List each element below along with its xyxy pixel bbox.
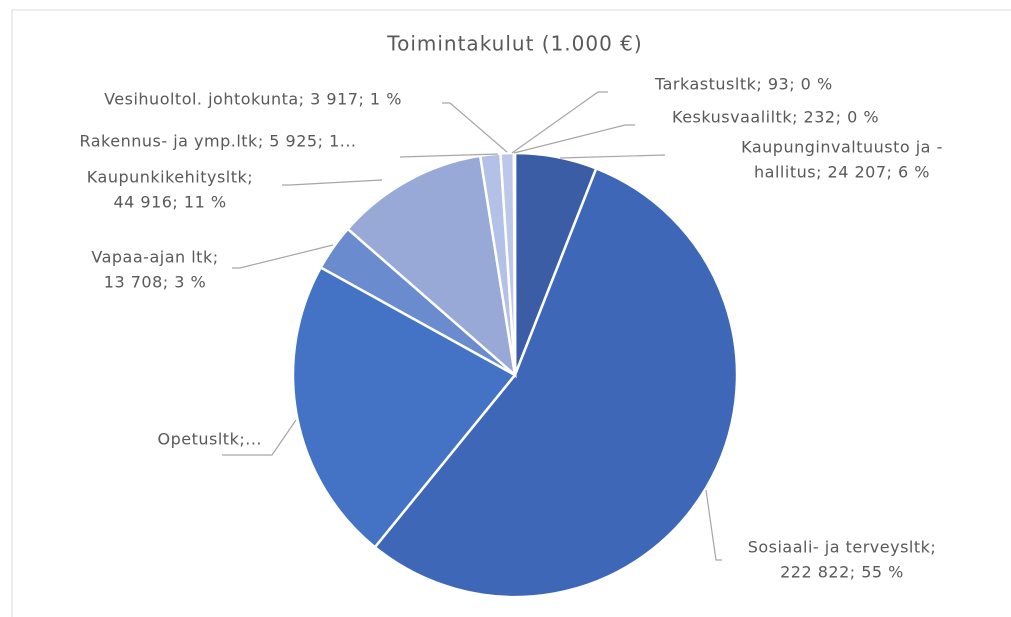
- leader-line: [232, 244, 334, 269]
- data-label: Tarkastusltk; 93; 0 %: [654, 75, 833, 94]
- pie-slice: [291, 265, 517, 549]
- data-label: Vesihuoltol. johtokunta; 3 917; 1 %: [104, 90, 402, 109]
- leader-line: [705, 489, 722, 561]
- data-label: 222 822; 55 %: [780, 563, 904, 582]
- leader-line: [442, 102, 508, 153]
- chart-frame: [11, 9, 1011, 617]
- data-label: Keskusvaaliltk; 232; 0 %: [672, 108, 879, 127]
- data-label: 13 708; 3 %: [104, 273, 206, 292]
- leader-line: [511, 91, 608, 154]
- pie-slice: [373, 166, 739, 599]
- leader-line: [222, 419, 297, 456]
- data-label: Opetusltk;...: [158, 430, 262, 449]
- leader-line: [559, 154, 666, 159]
- data-label: Kaupunginvaltuusto ja -: [741, 138, 943, 157]
- data-label: hallitus; 24 207; 6 %: [754, 163, 930, 182]
- data-label: Rakennus- ja ymp.ltk; 5 925; 1...: [79, 132, 356, 151]
- data-label: Vapaa-ajan ltk;: [91, 248, 218, 267]
- leader-line: [282, 179, 383, 186]
- chart-title: Toimintakulut (1.000 €): [386, 32, 642, 56]
- leader-line: [513, 124, 635, 154]
- data-label: Sosiaali- ja terveysltk;: [748, 538, 937, 557]
- data-label: 44 916; 11 %: [113, 193, 226, 212]
- leader-line: [399, 153, 499, 158]
- data-label: Kaupunkikehitysltk;: [87, 168, 253, 187]
- pie-slice: [346, 154, 517, 379]
